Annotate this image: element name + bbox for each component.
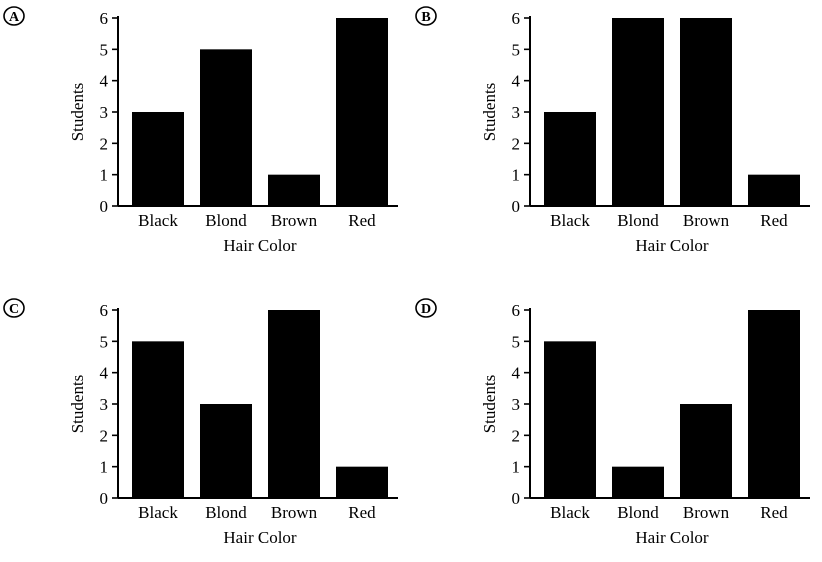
y-tick-label: 6 (100, 301, 109, 320)
y-tick-label: 3 (512, 103, 521, 122)
y-tick-label: 3 (100, 395, 109, 414)
x-category-label: Blond (205, 503, 247, 522)
x-category-label: Brown (271, 503, 318, 522)
bar-chart-c: C 0 1 2 3 4 5 6 Black Blond Brown Red Hair Color Stud… (3, 298, 398, 547)
x-category-label: Red (348, 503, 376, 522)
y-tick-label: 5 (100, 40, 109, 59)
choice-badge-circle (415, 298, 437, 318)
y-tick-label: 5 (100, 332, 109, 351)
y-tick-label: 6 (512, 301, 521, 320)
x-category-label: Black (550, 211, 590, 230)
x-category-label: Brown (683, 211, 730, 230)
choice-letter: A (9, 10, 20, 25)
bar-black (132, 341, 184, 498)
y-tick-label: 4 (100, 72, 109, 91)
x-axis-title: Hair Color (223, 236, 297, 255)
bar-blond (200, 49, 252, 207)
bar-blond (200, 404, 252, 498)
bar-chart-d: D 0 1 2 3 4 5 6 Black Blond Brown Red Hair Color Stud… (415, 298, 810, 547)
bar-brown (680, 404, 732, 498)
x-category-label: Black (550, 503, 590, 522)
x-category-label: Brown (683, 503, 730, 522)
x-category-label: Red (760, 503, 788, 522)
chart-panel-c: C 0 1 2 3 4 5 6 Black Blond Brown Red Hair Color Stud… (0, 292, 400, 562)
y-tick-label: 5 (512, 40, 521, 59)
x-category-label: Brown (271, 211, 318, 230)
bar-red (748, 310, 800, 498)
x-axis-title: Hair Color (635, 528, 709, 547)
choice-badge: B (415, 6, 437, 26)
bar-red (748, 174, 800, 206)
x-category-label: Blond (205, 211, 247, 230)
bar-chart-a: A 0 1 2 3 4 5 6 Black Blond Brown Red Hair Color Stud… (3, 6, 398, 255)
choice-badge: D (415, 298, 437, 318)
y-tick-label: 4 (512, 364, 521, 383)
x-category-label: Blond (617, 503, 659, 522)
x-category-label: Red (760, 211, 788, 230)
bar-black (132, 112, 184, 206)
y-tick-label: 3 (100, 103, 109, 122)
x-category-label: Black (138, 503, 178, 522)
y-tick-label: 0 (512, 489, 521, 508)
bar-black (544, 112, 596, 206)
y-axis-title: Students (480, 375, 499, 434)
choice-badge-circle (3, 298, 25, 318)
y-tick-label: 2 (512, 426, 521, 445)
bar-red (336, 18, 388, 206)
y-axis-title: Students (480, 83, 499, 142)
y-tick-label: 1 (100, 166, 109, 185)
choice-badge-circle (415, 6, 437, 26)
y-tick-label: 3 (512, 395, 521, 414)
y-tick-label: 1 (512, 458, 521, 477)
x-category-label: Blond (617, 211, 659, 230)
x-category-label: Black (138, 211, 178, 230)
bar-chart-b: B 0 1 2 3 4 5 6 Black Blond Brown Red Hair Color Stud… (415, 6, 810, 255)
y-tick-label: 1 (512, 166, 521, 185)
bar-red (336, 466, 388, 498)
chart-panel-d: D 0 1 2 3 4 5 6 Black Blond Brown Red Hair Color Stud… (412, 292, 812, 562)
y-tick-label: 1 (100, 458, 109, 477)
choice-badge: C (3, 298, 25, 318)
choice-badge-circle (3, 6, 25, 26)
bar-black (544, 341, 596, 498)
bar-brown (268, 174, 320, 206)
y-axis-title: Students (68, 83, 87, 142)
bar-brown (680, 18, 732, 206)
choice-letter: D (421, 302, 431, 317)
y-axis-title: Students (68, 375, 87, 434)
y-tick-label: 2 (512, 134, 521, 153)
y-tick-label: 0 (512, 197, 521, 216)
choice-letter: C (9, 302, 19, 317)
bar-blond (612, 18, 664, 206)
y-tick-label: 2 (100, 134, 109, 153)
y-tick-label: 2 (100, 426, 109, 445)
x-axis-title: Hair Color (223, 528, 297, 547)
y-tick-label: 0 (100, 489, 109, 508)
y-tick-label: 6 (100, 9, 109, 28)
y-tick-label: 6 (512, 9, 521, 28)
y-tick-label: 4 (100, 364, 109, 383)
choice-letter: B (421, 10, 430, 25)
x-category-label: Red (348, 211, 376, 230)
y-tick-label: 0 (100, 197, 109, 216)
choice-badge: A (3, 6, 25, 26)
x-axis-title: Hair Color (635, 236, 709, 255)
bar-blond (612, 466, 664, 498)
y-tick-label: 5 (512, 332, 521, 351)
y-tick-label: 4 (512, 72, 521, 91)
chart-panel-a: A 0 1 2 3 4 5 6 Black Blond Brown Red Hair Color Stud… (0, 0, 400, 270)
chart-panel-b: B 0 1 2 3 4 5 6 Black Blond Brown Red Hair Color Stud… (412, 0, 812, 270)
bar-brown (268, 310, 320, 498)
